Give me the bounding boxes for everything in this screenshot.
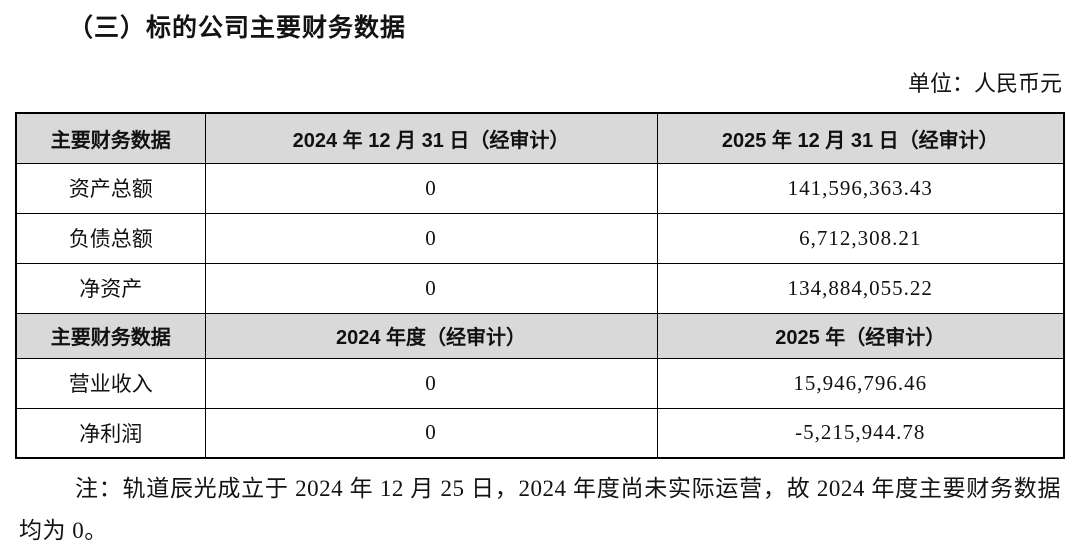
value-cell-2024: 0 — [204, 357, 658, 409]
table-row-operating-revenue: 营业收入 0 15,946,796.46 — [15, 357, 1065, 409]
header-cell-2024-period: 2024 年度（经审计） — [204, 312, 658, 359]
value-cell-2025: 141,596,363.43 — [656, 162, 1065, 214]
unit-label: 单位：人民币元 — [907, 71, 1062, 96]
value-cell-2024: 0 — [204, 212, 658, 264]
value-cell-2024: 0 — [204, 262, 658, 314]
value-cell-2025: 6,712,308.21 — [656, 212, 1065, 264]
footnote-text: 注：轨道辰光成立于 2024 年 12 月 25 日，2024 年度尚未实际运营… — [19, 476, 1061, 543]
document-page: （三）标的公司主要财务数据 单位：人民币元 主要财务数据 2024 年 12 月… — [0, 8, 1080, 556]
table-row-total-liabilities: 负债总额 0 6,712,308.21 — [15, 212, 1065, 264]
value-cell-2025: 15,946,796.46 — [656, 357, 1065, 409]
header-cell-2025-date: 2025 年 12 月 31 日（经审计） — [656, 112, 1065, 164]
financial-data-table: 主要财务数据 2024 年 12 月 31 日（经审计） 2025 年 12 月… — [15, 112, 1065, 459]
header-cell-metric: 主要财务数据 — [15, 312, 206, 359]
table-row-total-assets: 资产总额 0 141,596,363.43 — [15, 162, 1065, 214]
header-cell-metric: 主要财务数据 — [15, 112, 206, 164]
value-cell-2024: 0 — [204, 162, 658, 214]
row-label-cell: 营业收入 — [15, 357, 206, 409]
table-row-net-assets: 净资产 0 134,884,055.22 — [15, 262, 1065, 314]
table-row-net-profit: 净利润 0 -5,215,944.78 — [15, 407, 1065, 459]
balance-sheet-header-row: 主要财务数据 2024 年 12 月 31 日（经审计） 2025 年 12 月… — [15, 112, 1065, 164]
value-cell-2025: -5,215,944.78 — [656, 407, 1065, 459]
value-cell-2025: 134,884,055.22 — [656, 262, 1065, 314]
header-cell-2024-date: 2024 年 12 月 31 日（经审计） — [204, 112, 658, 164]
income-statement-header-row: 主要财务数据 2024 年度（经审计） 2025 年（经审计） — [15, 312, 1065, 359]
header-cell-2025-period: 2025 年（经审计） — [656, 312, 1065, 359]
value-cell-2024: 0 — [204, 407, 658, 459]
section-title: （三）标的公司主要财务数据 — [68, 14, 407, 42]
row-label-cell: 净资产 — [15, 262, 206, 314]
row-label-cell: 净利润 — [15, 407, 206, 459]
row-label-cell: 资产总额 — [15, 162, 206, 214]
row-label-cell: 负债总额 — [15, 212, 206, 264]
